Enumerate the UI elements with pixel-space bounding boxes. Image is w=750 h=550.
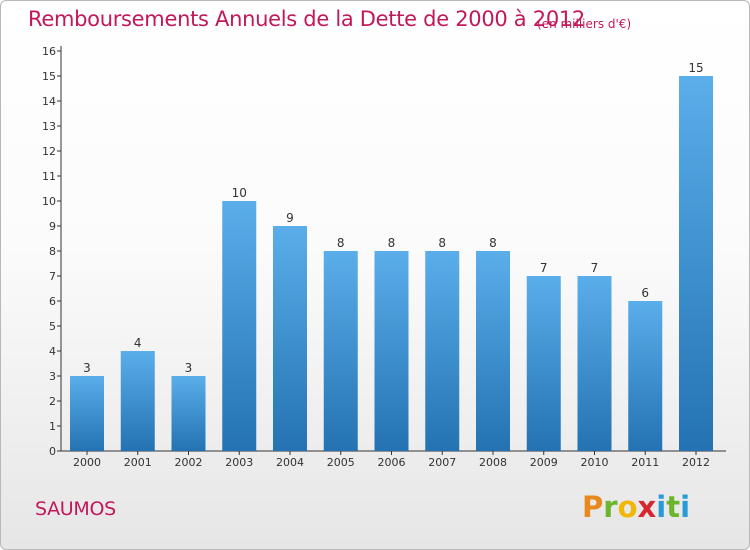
y-tick-label: 4 <box>49 345 56 358</box>
x-tick-label: 2002 <box>175 456 203 469</box>
bar-2005 <box>323 251 358 451</box>
bar-value-label: 6 <box>641 286 649 300</box>
y-tick-label: 15 <box>42 70 56 83</box>
x-tick-label: 2011 <box>631 456 659 469</box>
bar-2003 <box>222 201 257 451</box>
logo-letter: x <box>637 490 657 524</box>
bar-value-label: 3 <box>185 361 193 375</box>
x-tick-label: 2004 <box>276 456 304 469</box>
y-tick-label: 3 <box>49 370 56 383</box>
chart-unit: (en milliers d'€) <box>537 17 632 31</box>
y-tick-label: 2 <box>49 395 56 408</box>
bar-value-label: 8 <box>388 236 396 250</box>
y-tick-label: 1 <box>49 420 56 433</box>
y-tick-label: 13 <box>42 120 56 133</box>
bar-2008 <box>476 251 510 451</box>
bar-value-label: 8 <box>337 236 345 250</box>
proxiti-logo: Proxiti <box>582 490 690 524</box>
logo-letter: t <box>666 490 681 524</box>
bar-2001 <box>120 351 155 451</box>
x-tick-label: 2012 <box>682 456 710 469</box>
bar-2000 <box>70 376 104 451</box>
y-tick-label: 5 <box>49 320 56 333</box>
bar-2002 <box>171 376 206 451</box>
y-tick-label: 7 <box>49 270 56 283</box>
bar-value-label: 7 <box>540 261 548 275</box>
bar-2009 <box>526 276 561 451</box>
logo-letter: o <box>617 490 638 524</box>
bar-2006 <box>374 251 409 451</box>
x-tick-label: 2005 <box>327 456 355 469</box>
x-tick-label: 2010 <box>581 456 609 469</box>
bar-2007 <box>425 251 460 451</box>
y-tick-label: 0 <box>49 445 56 458</box>
y-tick-label: 14 <box>42 95 56 108</box>
bar-2010 <box>577 276 612 451</box>
bar-value-label: 3 <box>83 361 91 375</box>
x-tick-label: 2008 <box>479 456 507 469</box>
y-tick-label: 6 <box>49 295 56 308</box>
bar-value-label: 15 <box>688 61 703 75</box>
bar-2012 <box>679 76 713 451</box>
logo-letter: P <box>582 490 604 524</box>
x-tick-label: 2006 <box>378 456 406 469</box>
x-tick-label: 2000 <box>73 456 101 469</box>
y-tick-label: 12 <box>42 145 56 158</box>
bar-value-label: 4 <box>134 336 142 350</box>
commune-name: SAUMOS <box>35 498 116 520</box>
bar-value-label: 8 <box>489 236 497 250</box>
bar-value-label: 8 <box>438 236 446 250</box>
chart-title: Remboursements Annuels de la Dette de 20… <box>28 7 585 31</box>
x-tick-label: 2009 <box>530 456 558 469</box>
y-tick-label: 11 <box>42 170 56 183</box>
y-tick-label: 8 <box>49 245 56 258</box>
logo-letter: i <box>656 490 667 524</box>
bar-value-label: 10 <box>232 186 247 200</box>
x-tick-label: 2001 <box>124 456 152 469</box>
x-tick-label: 2007 <box>428 456 456 469</box>
y-tick-label: 16 <box>42 45 56 58</box>
bar-2011 <box>628 301 663 451</box>
logo-letter: r <box>603 490 618 524</box>
y-tick-label: 9 <box>49 220 56 233</box>
bar-2004 <box>273 226 307 451</box>
bar-value-label: 7 <box>591 261 599 275</box>
y-tick-label: 10 <box>42 195 56 208</box>
logo-letter: i <box>680 490 691 524</box>
x-tick-label: 2003 <box>225 456 253 469</box>
bar-value-label: 9 <box>286 211 294 225</box>
